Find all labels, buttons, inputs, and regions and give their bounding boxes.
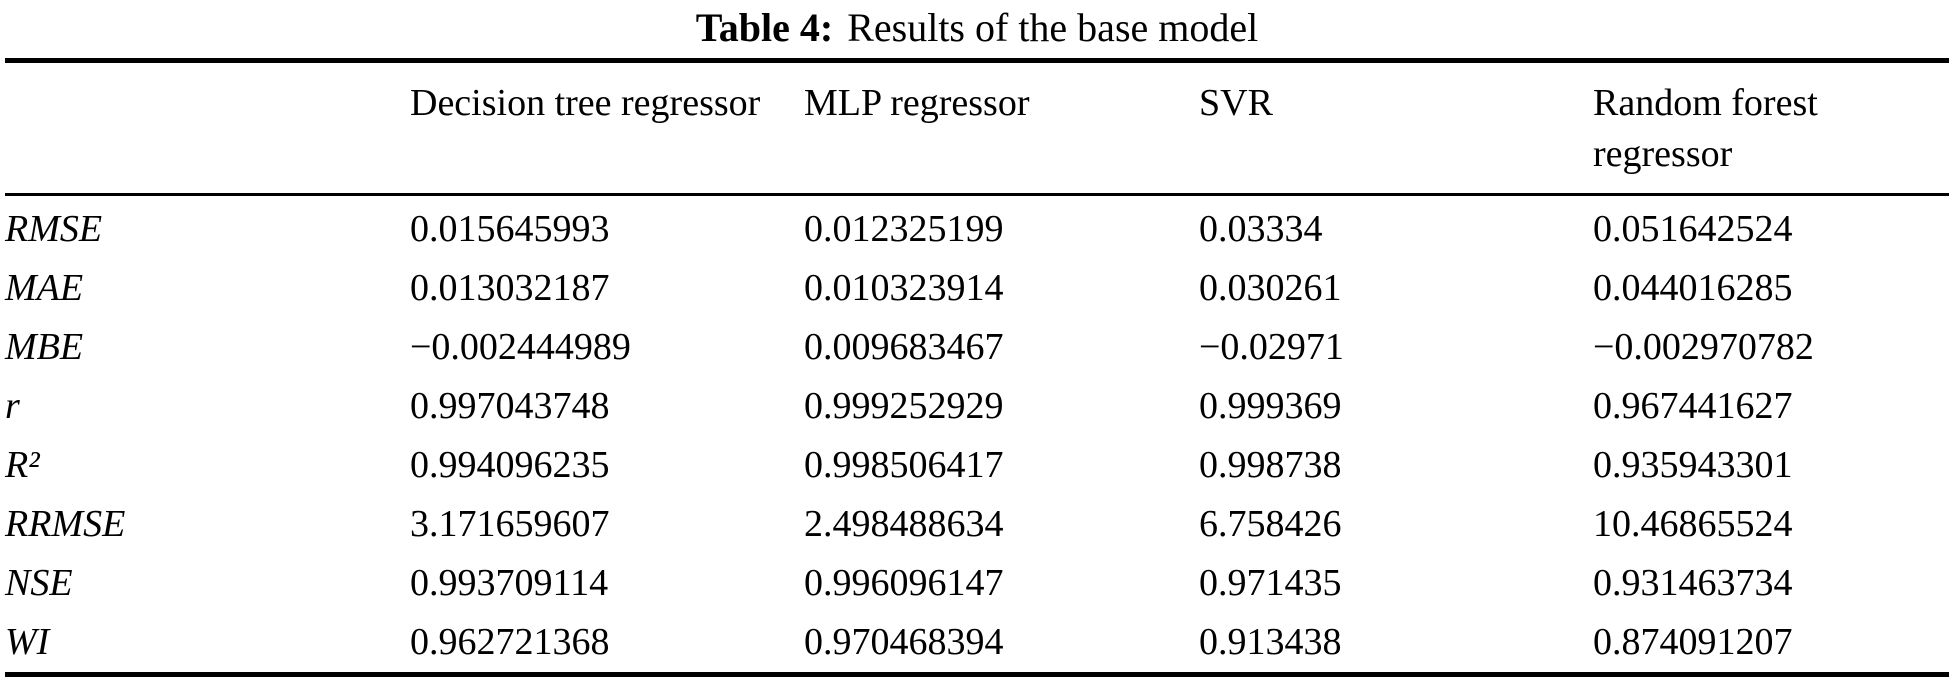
metric-value: 0.971435 [1199,562,1342,604]
metric-value: 0.012325199 [804,208,1004,250]
metric-label: MBE [5,326,84,368]
metric-value: −0.002970782 [1593,326,1814,368]
table-row: MBE −0.002444989 0.009683467 −0.02971 −0.002… [5,318,1949,377]
metric-label: NSE [5,562,73,604]
table-caption-text: Results of the base model [847,5,1259,50]
metric-value: 0.999252929 [804,385,1004,427]
metric-value: 0.935943301 [1593,444,1793,486]
table-header: Decision tree regressor MLP regressor SVR R… [5,60,1949,196]
table-caption: Table 4: Results of the base model [0,0,1954,58]
metric-label: r [5,385,20,427]
metric-value: 0.993709114 [410,562,609,604]
table-body: RMSE 0.015645993 0.012325199 0.03334 0.05164… [5,195,1949,675]
table-row: RMSE 0.015645993 0.012325199 0.03334 0.05164… [5,195,1949,260]
metric-value: 2.498488634 [804,503,1004,545]
metric-value: 0.013032187 [410,267,610,309]
metric-value: 0.967441627 [1593,385,1793,427]
metric-value: 0.998738 [1199,444,1342,486]
metric-value: 0.015645993 [410,208,610,250]
metric-value: 0.030261 [1199,267,1342,309]
table-row: r 0.997043748 0.999252929 0.999369 0.9674416… [5,377,1949,436]
metric-value: 10.46865524 [1593,503,1793,545]
metric-value: 0.962721368 [410,621,610,663]
metric-label: MAE [5,267,84,309]
metric-value: 0.044016285 [1593,267,1793,309]
table-row: R² 0.994096235 0.998506417 0.998738 0.935943… [5,436,1949,495]
metric-value: 0.874091207 [1593,621,1793,663]
metric-value: 0.010323914 [804,267,1004,309]
metric-value: 0.009683467 [804,326,1004,368]
metric-value: 3.171659607 [410,503,610,545]
model-column-header: MLP regressor [804,60,1199,196]
model-column-header: SVR [1199,60,1593,196]
metric-value: −0.02971 [1199,326,1344,368]
metric-value: 0.970468394 [804,621,1004,663]
table-caption-label: Table 4: [695,5,834,50]
metric-value: 0.999369 [1199,385,1342,427]
metric-value: 0.03334 [1199,208,1323,250]
metric-value: −0.002444989 [410,326,631,368]
header-row: Decision tree regressor MLP regressor SVR R… [5,60,1949,196]
model-column-header: Decision tree regressor [410,60,804,196]
metric-label: RMSE [5,208,103,250]
metric-label: R² [5,444,40,486]
metric-value: 0.997043748 [410,385,610,427]
metric-value: 0.913438 [1199,621,1342,663]
metric-value: 0.994096235 [410,444,610,486]
metric-value: 6.758426 [1199,503,1342,545]
table-row: WI 0.962721368 0.970468394 0.913438 0.874091… [5,613,1949,675]
metric-label: WI [5,621,50,663]
model-column-header: Random forest regressor [1593,60,1949,196]
metric-value: 0.931463734 [1593,562,1793,604]
table-row: RRMSE 3.171659607 2.498488634 6.758426 10.46… [5,495,1949,554]
metric-value: 0.996096147 [804,562,1004,604]
results-table: Decision tree regressor MLP regressor SVR R… [5,58,1949,677]
table-row: NSE 0.993709114 0.996096147 0.971435 0.93146… [5,554,1949,613]
table-row: MAE 0.013032187 0.010323914 0.030261 0.04401… [5,259,1949,318]
metric-value: 0.051642524 [1593,208,1793,250]
metric-label: RRMSE [5,503,126,545]
metric-value: 0.998506417 [804,444,1004,486]
metric-column-header [5,60,410,196]
